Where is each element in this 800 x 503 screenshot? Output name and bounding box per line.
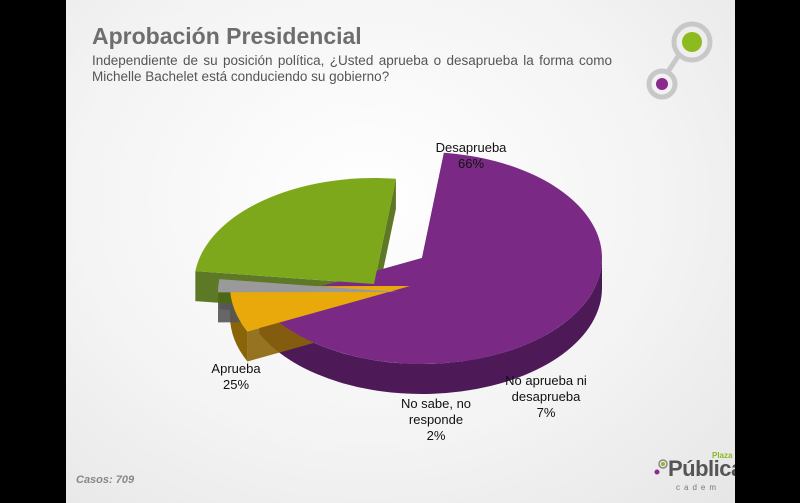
pie-chart: Desaprueba 66% No aprueba ni desaprueba 7% No…	[195, 140, 602, 443]
slice-label: Desaprueba 66%	[436, 140, 508, 171]
pie-slice	[230, 286, 410, 332]
slide: Aprobación Presidencial Independiente de…	[66, 0, 735, 503]
brand-sub: cadem	[676, 483, 721, 492]
brand-plaza: Plaza	[712, 451, 733, 460]
pie-slice	[259, 152, 602, 364]
pie-slice	[218, 279, 398, 293]
brand-name: Pública	[668, 456, 735, 481]
pie-slice-side	[259, 258, 602, 395]
brand-logo: Plaza Pública cadem	[654, 448, 735, 498]
page-subtitle: Independiente de su posición política, ¿…	[92, 53, 612, 84]
pie-slice-side	[230, 286, 248, 362]
pie-slice	[195, 178, 396, 284]
sample-size-note: Casos: 709	[76, 474, 135, 486]
slice-label: No aprueba ni desaprueba 7%	[505, 373, 587, 420]
slice-label: Aprueba 25%	[211, 361, 261, 392]
brand-dot-icon	[654, 459, 668, 475]
page-title: Aprobación Presidencial	[92, 23, 362, 49]
brand-circles-logo	[646, 21, 713, 100]
slice-label: No sabe, no responde 2%	[401, 396, 471, 443]
